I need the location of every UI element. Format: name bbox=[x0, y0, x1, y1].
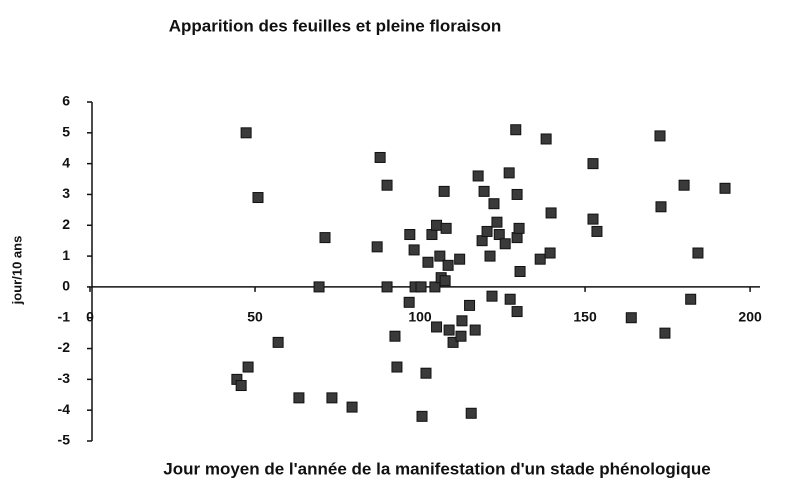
point bbox=[389, 330, 401, 342]
point bbox=[719, 182, 731, 194]
chart-title: Apparition des feuilles et pleine florai… bbox=[169, 16, 502, 35]
point bbox=[415, 281, 427, 293]
point bbox=[252, 192, 264, 204]
point bbox=[545, 207, 557, 219]
y-tick-label: -3 bbox=[58, 370, 71, 386]
x-tick-label: 150 bbox=[573, 309, 597, 325]
point bbox=[493, 229, 505, 241]
y-tick-label: 2 bbox=[62, 216, 70, 232]
point bbox=[534, 253, 546, 265]
point bbox=[443, 324, 455, 336]
point bbox=[488, 198, 500, 210]
point bbox=[403, 296, 415, 308]
point bbox=[422, 256, 434, 268]
point bbox=[242, 361, 254, 373]
point bbox=[420, 367, 432, 379]
y-tick-label: 3 bbox=[62, 185, 70, 201]
y-tick-label: -2 bbox=[58, 339, 71, 355]
point bbox=[272, 336, 284, 348]
point bbox=[371, 241, 383, 253]
point bbox=[455, 330, 467, 342]
point bbox=[655, 201, 667, 213]
point bbox=[491, 216, 503, 228]
y-tick-label: 1 bbox=[62, 247, 70, 263]
point bbox=[685, 293, 697, 305]
point bbox=[434, 250, 446, 262]
x-tick-label: 50 bbox=[247, 309, 263, 325]
y-tick-label: 4 bbox=[62, 154, 70, 170]
point bbox=[426, 229, 438, 241]
x-axis-label: Jour moyen de l'année de la manifestatio… bbox=[163, 459, 710, 478]
point bbox=[511, 232, 523, 244]
point bbox=[587, 158, 599, 170]
point bbox=[544, 247, 556, 259]
point bbox=[346, 401, 358, 413]
y-tick-label: 5 bbox=[62, 124, 70, 140]
y-tick-label: 0 bbox=[62, 278, 70, 294]
point bbox=[438, 185, 450, 197]
point bbox=[486, 290, 498, 302]
point bbox=[591, 225, 603, 237]
point bbox=[447, 336, 459, 348]
point bbox=[540, 133, 552, 145]
x-tick-label: 0 bbox=[86, 309, 94, 325]
point bbox=[654, 130, 666, 142]
point bbox=[381, 179, 393, 191]
point bbox=[503, 167, 515, 179]
point bbox=[439, 275, 451, 287]
point bbox=[456, 315, 468, 327]
point bbox=[625, 312, 637, 324]
point bbox=[319, 232, 331, 244]
point bbox=[514, 266, 526, 277]
point bbox=[513, 222, 525, 234]
point bbox=[404, 229, 416, 241]
x-tick-label: 200 bbox=[738, 309, 762, 325]
point bbox=[465, 407, 477, 419]
point bbox=[481, 225, 493, 237]
y-axis-label: jour/10 ans bbox=[9, 236, 24, 306]
point bbox=[391, 361, 403, 373]
point bbox=[429, 281, 441, 293]
point bbox=[293, 392, 305, 404]
point bbox=[408, 244, 420, 256]
point bbox=[454, 253, 466, 265]
point bbox=[476, 235, 488, 247]
point bbox=[235, 380, 247, 392]
point bbox=[499, 238, 511, 250]
point bbox=[478, 185, 490, 197]
point bbox=[464, 299, 476, 311]
point bbox=[326, 392, 338, 404]
point bbox=[678, 179, 690, 191]
point bbox=[440, 222, 452, 234]
point bbox=[374, 151, 386, 163]
point bbox=[469, 324, 481, 336]
point bbox=[587, 213, 599, 225]
point bbox=[659, 327, 671, 339]
point bbox=[416, 410, 428, 422]
y-tick-label: 6 bbox=[62, 93, 70, 109]
x-tick-label: 100 bbox=[408, 309, 432, 325]
y-tick-label: -1 bbox=[58, 308, 71, 324]
point bbox=[431, 219, 443, 231]
point bbox=[381, 281, 393, 293]
point bbox=[511, 306, 523, 318]
point bbox=[511, 188, 523, 200]
point bbox=[472, 170, 484, 182]
y-tick-label: -4 bbox=[58, 401, 71, 417]
point bbox=[510, 124, 522, 136]
point bbox=[313, 281, 325, 293]
point bbox=[692, 247, 704, 259]
point bbox=[484, 250, 496, 262]
y-tick-label: -5 bbox=[58, 432, 71, 448]
point bbox=[442, 259, 454, 271]
point bbox=[504, 293, 516, 305]
point bbox=[431, 321, 443, 333]
point bbox=[240, 127, 252, 139]
